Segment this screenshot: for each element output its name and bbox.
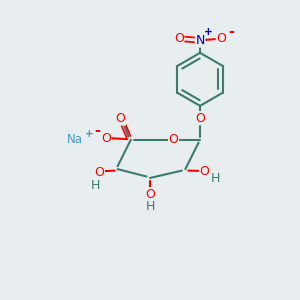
Text: O: O: [94, 166, 104, 179]
Text: O: O: [195, 112, 205, 125]
Text: O: O: [145, 188, 155, 201]
Text: O: O: [169, 133, 178, 146]
Text: O: O: [116, 112, 125, 125]
Text: +: +: [204, 27, 213, 37]
Text: H: H: [145, 200, 155, 213]
Text: H: H: [211, 172, 220, 185]
Text: N: N: [195, 34, 205, 47]
Text: O: O: [200, 165, 209, 178]
Text: Na: Na: [67, 133, 83, 146]
Text: O: O: [216, 32, 226, 46]
Text: -: -: [229, 24, 235, 39]
Text: -: -: [94, 123, 100, 138]
Text: +: +: [85, 129, 94, 139]
Text: O: O: [174, 32, 184, 46]
Text: O: O: [101, 132, 111, 145]
Text: H: H: [91, 178, 101, 191]
